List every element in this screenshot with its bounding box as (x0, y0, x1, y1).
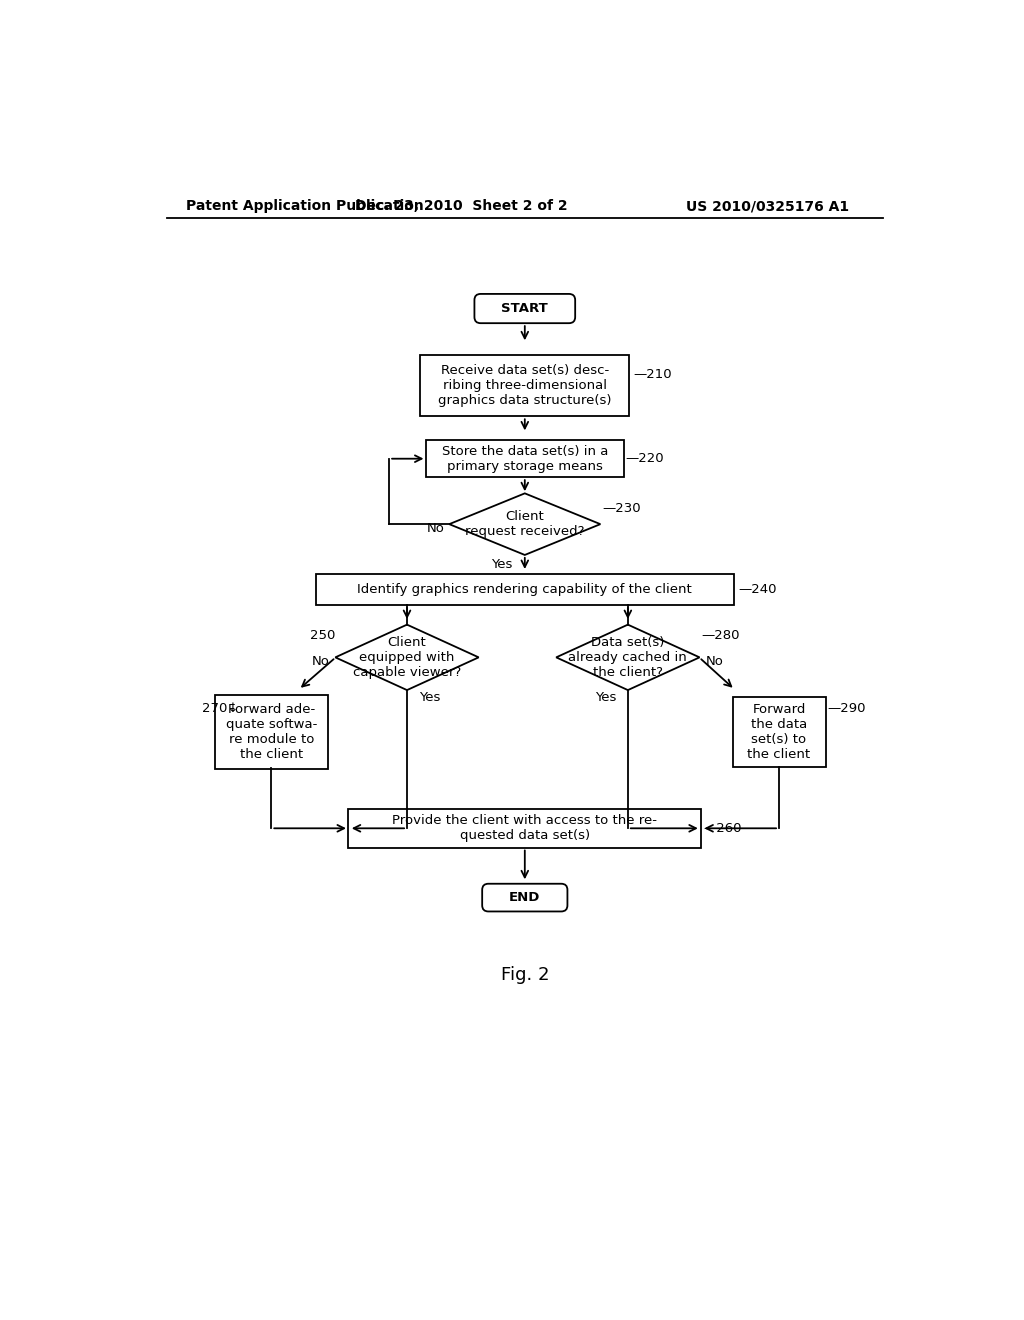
FancyBboxPatch shape (348, 809, 701, 847)
Polygon shape (450, 494, 600, 554)
Text: —220: —220 (626, 453, 665, 465)
Polygon shape (335, 624, 478, 690)
Text: 270↓: 270↓ (202, 702, 239, 715)
Text: —260: —260 (703, 822, 741, 834)
Text: —230: —230 (602, 502, 641, 515)
Polygon shape (556, 624, 699, 690)
Text: Receive data set(s) desc-
ribing three-dimensional
graphics data structure(s): Receive data set(s) desc- ribing three-d… (438, 364, 611, 407)
Text: Provide the client with access to the re-
quested data set(s): Provide the client with access to the re… (392, 814, 657, 842)
FancyBboxPatch shape (315, 574, 734, 605)
Text: —240: —240 (738, 583, 776, 597)
Text: Client
request received?: Client request received? (465, 510, 585, 539)
Text: END: END (509, 891, 541, 904)
FancyBboxPatch shape (732, 697, 825, 767)
Text: START: START (502, 302, 548, 315)
FancyBboxPatch shape (482, 884, 567, 911)
Text: Yes: Yes (419, 690, 440, 704)
Text: Identify graphics rendering capability of the client: Identify graphics rendering capability o… (357, 583, 692, 597)
FancyBboxPatch shape (474, 294, 575, 323)
Text: No: No (311, 655, 329, 668)
Text: —210: —210 (633, 367, 672, 380)
Text: Yes: Yes (595, 690, 616, 704)
Text: Patent Application Publication: Patent Application Publication (186, 199, 424, 213)
Text: Forward ade-
quate softwa-
re module to
the client: Forward ade- quate softwa- re module to … (225, 704, 317, 762)
Text: Forward
the data
set(s) to
the client: Forward the data set(s) to the client (748, 704, 811, 762)
Text: Yes: Yes (490, 557, 512, 570)
Text: —290: —290 (827, 702, 865, 715)
Text: No: No (427, 521, 444, 535)
Text: Store the data set(s) in a
primary storage means: Store the data set(s) in a primary stora… (441, 445, 608, 473)
Text: US 2010/0325176 A1: US 2010/0325176 A1 (686, 199, 849, 213)
Text: Client
equipped with
capable viewer?: Client equipped with capable viewer? (353, 636, 461, 678)
Text: Fig. 2: Fig. 2 (501, 966, 549, 983)
Text: —280: —280 (701, 630, 740, 643)
Text: Data set(s)
already cached in
the client?: Data set(s) already cached in the client… (568, 636, 687, 678)
FancyBboxPatch shape (426, 441, 624, 478)
FancyBboxPatch shape (420, 355, 630, 416)
Text: Dec. 23, 2010  Sheet 2 of 2: Dec. 23, 2010 Sheet 2 of 2 (355, 199, 567, 213)
FancyBboxPatch shape (215, 696, 328, 768)
Text: No: No (706, 655, 724, 668)
Text: 250: 250 (309, 630, 335, 643)
